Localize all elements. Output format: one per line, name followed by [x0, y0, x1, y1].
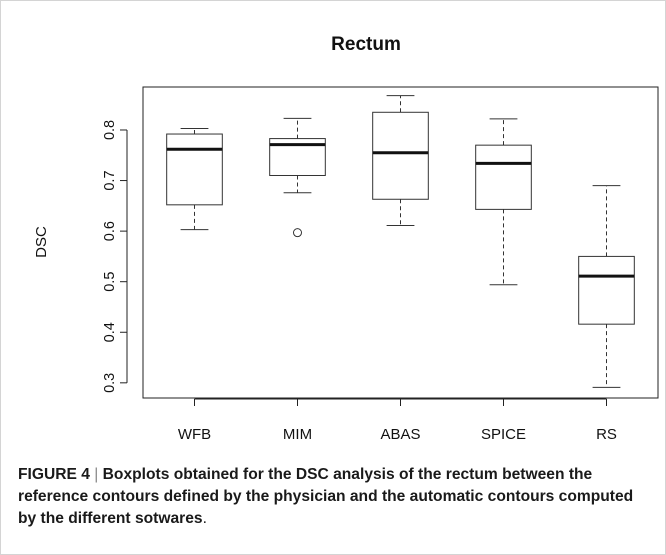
box-rs: [578, 185, 635, 388]
caption-text: Boxplots obtained for the DSC analysis o…: [18, 466, 634, 527]
iqr-box: [475, 144, 532, 210]
x-tick-label: ABAS: [380, 426, 420, 443]
y-axis: 0.3 0.4 0.5 0.6 0.7 0.8: [102, 120, 128, 393]
y-tick-label: 0.3: [102, 373, 118, 393]
y-tick-label: 0.8: [102, 120, 118, 140]
y-tick-label: 0.7: [102, 170, 118, 190]
x-axis: WFB MIM ABAS SPICE RS: [178, 398, 617, 443]
x-tick-label: RS: [596, 426, 617, 443]
caption-end: .: [202, 510, 207, 527]
iqr-box: [166, 133, 223, 206]
box-abas: [372, 95, 429, 227]
y-tick-label: 0.5: [102, 272, 118, 292]
y-axis-label: DSC: [33, 226, 50, 258]
y-tick-label: 0.6: [102, 221, 118, 241]
caption-separator: |: [94, 466, 99, 483]
figure-caption: FIGURE 4 | Boxplots obtained for the DSC…: [18, 464, 648, 530]
box-spice: [475, 118, 532, 286]
boxplot-chart: Rectum 0.3 0.4 0.5 0.6 0.7 0.8 WFB MIM ABAS SPIC…: [33, 34, 659, 443]
x-tick-label: SPICE: [481, 426, 526, 443]
chart-title: Rectum: [331, 34, 401, 55]
x-tick-label: WFB: [178, 426, 211, 443]
iqr-box: [578, 255, 635, 325]
x-tick-label: MIM: [283, 426, 312, 443]
plot-box: [142, 86, 659, 399]
box-mim: [269, 117, 326, 238]
y-tick-label: 0.4: [102, 322, 118, 342]
iqr-box: [372, 111, 429, 200]
box-series: [166, 95, 635, 388]
outlier-point: [293, 228, 302, 238]
figure-number: FIGURE 4: [18, 466, 90, 483]
box-wfb: [166, 127, 223, 231]
